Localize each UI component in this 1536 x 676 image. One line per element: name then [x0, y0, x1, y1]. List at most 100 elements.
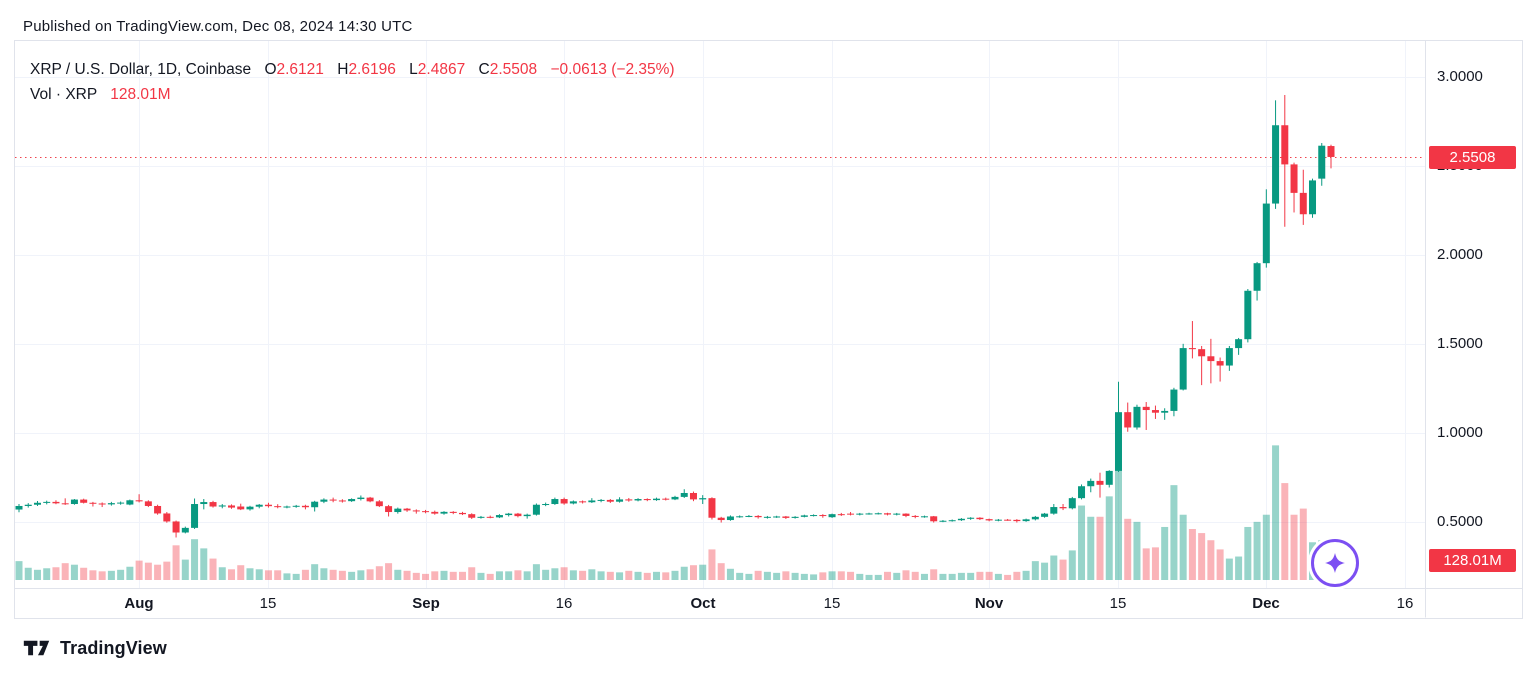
volume-bar — [375, 566, 383, 580]
candle-body — [551, 499, 559, 505]
candle-body — [468, 514, 476, 518]
time-axis-label: Aug — [124, 595, 154, 612]
volume-bar — [616, 572, 624, 580]
volume-bar — [893, 572, 901, 580]
candle-body — [773, 516, 781, 518]
candle-body — [117, 502, 125, 504]
candle-body — [625, 499, 633, 501]
volume-bar — [495, 571, 503, 580]
candle-body — [689, 492, 697, 500]
candle-body — [301, 505, 309, 508]
candle-body — [163, 513, 171, 522]
candle-body — [43, 501, 51, 503]
candle-body — [200, 502, 208, 505]
volume-bar — [874, 574, 882, 580]
current-price-badge: 2.5508 — [1429, 146, 1516, 169]
candle-body — [708, 498, 716, 518]
volume-bar — [763, 571, 771, 580]
volume-bar — [819, 572, 827, 580]
volume-bar — [1022, 570, 1030, 580]
volume-bar — [274, 570, 282, 580]
candle-body — [505, 513, 513, 516]
candle-body — [1124, 412, 1132, 428]
candle-body — [311, 501, 319, 508]
candle-body — [579, 501, 587, 503]
candle-body — [1059, 507, 1067, 509]
candle-body — [884, 513, 892, 515]
volume-bar — [144, 562, 152, 580]
volume-bar — [43, 568, 51, 580]
volume-bar — [431, 571, 439, 580]
candle-body — [680, 492, 688, 497]
candle-body — [523, 514, 531, 517]
volume-bar — [532, 564, 540, 580]
candle-body — [542, 504, 550, 506]
candle-body — [458, 512, 466, 515]
volume-bar — [348, 571, 356, 580]
candle-body — [1114, 412, 1122, 471]
candle-body — [532, 504, 540, 515]
volume-bar — [1078, 505, 1086, 580]
boost-button[interactable] — [1311, 539, 1359, 587]
candle-body — [745, 515, 753, 517]
volume-bar — [301, 569, 309, 580]
candle-body — [1225, 348, 1233, 366]
price-axis-label: 3.0000 — [1437, 68, 1483, 85]
legend-high: H2.6196 — [337, 61, 396, 78]
volume-bar — [588, 569, 596, 580]
volume-bar — [181, 559, 189, 580]
candle-body — [828, 514, 836, 518]
candle-body — [486, 516, 494, 518]
volume-bar — [967, 572, 975, 580]
volume-bar — [52, 567, 60, 580]
volume-bar — [163, 561, 171, 580]
candle-body — [1327, 146, 1335, 157]
time-axis-label: 15 — [259, 595, 277, 612]
candle-body — [89, 502, 97, 504]
legend-change: −0.0613 (−2.35%) — [550, 61, 675, 78]
candle-body — [1244, 290, 1252, 340]
volume-bar — [458, 571, 466, 580]
candle-body — [292, 505, 300, 507]
volume-bar — [1004, 574, 1012, 580]
candle-body — [911, 515, 919, 517]
tradingview-brand[interactable]: TradingView — [22, 637, 167, 659]
volume-bar — [477, 572, 485, 580]
volume-bar — [61, 563, 69, 580]
volume-bar — [1041, 562, 1049, 580]
candle-body — [209, 502, 217, 507]
volume-bar — [320, 568, 328, 580]
volume-bar — [708, 549, 716, 580]
volume-bar — [366, 569, 374, 580]
volume-bar — [671, 570, 679, 580]
candle-body — [865, 513, 873, 515]
candle-body — [495, 515, 503, 518]
volume-bar — [172, 545, 180, 580]
volume-bar — [1290, 514, 1298, 580]
volume-bar — [80, 567, 88, 580]
volume-bar — [218, 567, 226, 580]
candle-body — [107, 503, 115, 505]
volume-bar — [994, 573, 1002, 580]
candle-body — [1170, 389, 1178, 411]
chart-border — [14, 40, 1523, 619]
candle-body — [560, 499, 568, 504]
volume-bar — [606, 571, 614, 580]
volume-bar — [542, 569, 550, 580]
candle-body — [874, 513, 882, 515]
candle-body — [283, 506, 291, 508]
time-axis-label: 15 — [1109, 595, 1127, 612]
candle-body — [181, 527, 189, 533]
volume-bar — [89, 570, 97, 580]
candle-body — [985, 519, 993, 521]
candle-body — [15, 505, 23, 510]
candle-body — [994, 519, 1002, 521]
candle-body — [616, 499, 624, 502]
volume-bar — [70, 564, 78, 580]
price-axis-label: 1.0000 — [1437, 424, 1483, 441]
candle-body — [957, 518, 965, 521]
candle-body — [948, 520, 956, 522]
candle-body — [1041, 513, 1049, 517]
symbol-legend: XRP / U.S. Dollar, 1D, Coinbase O2.6121 … — [30, 61, 675, 79]
